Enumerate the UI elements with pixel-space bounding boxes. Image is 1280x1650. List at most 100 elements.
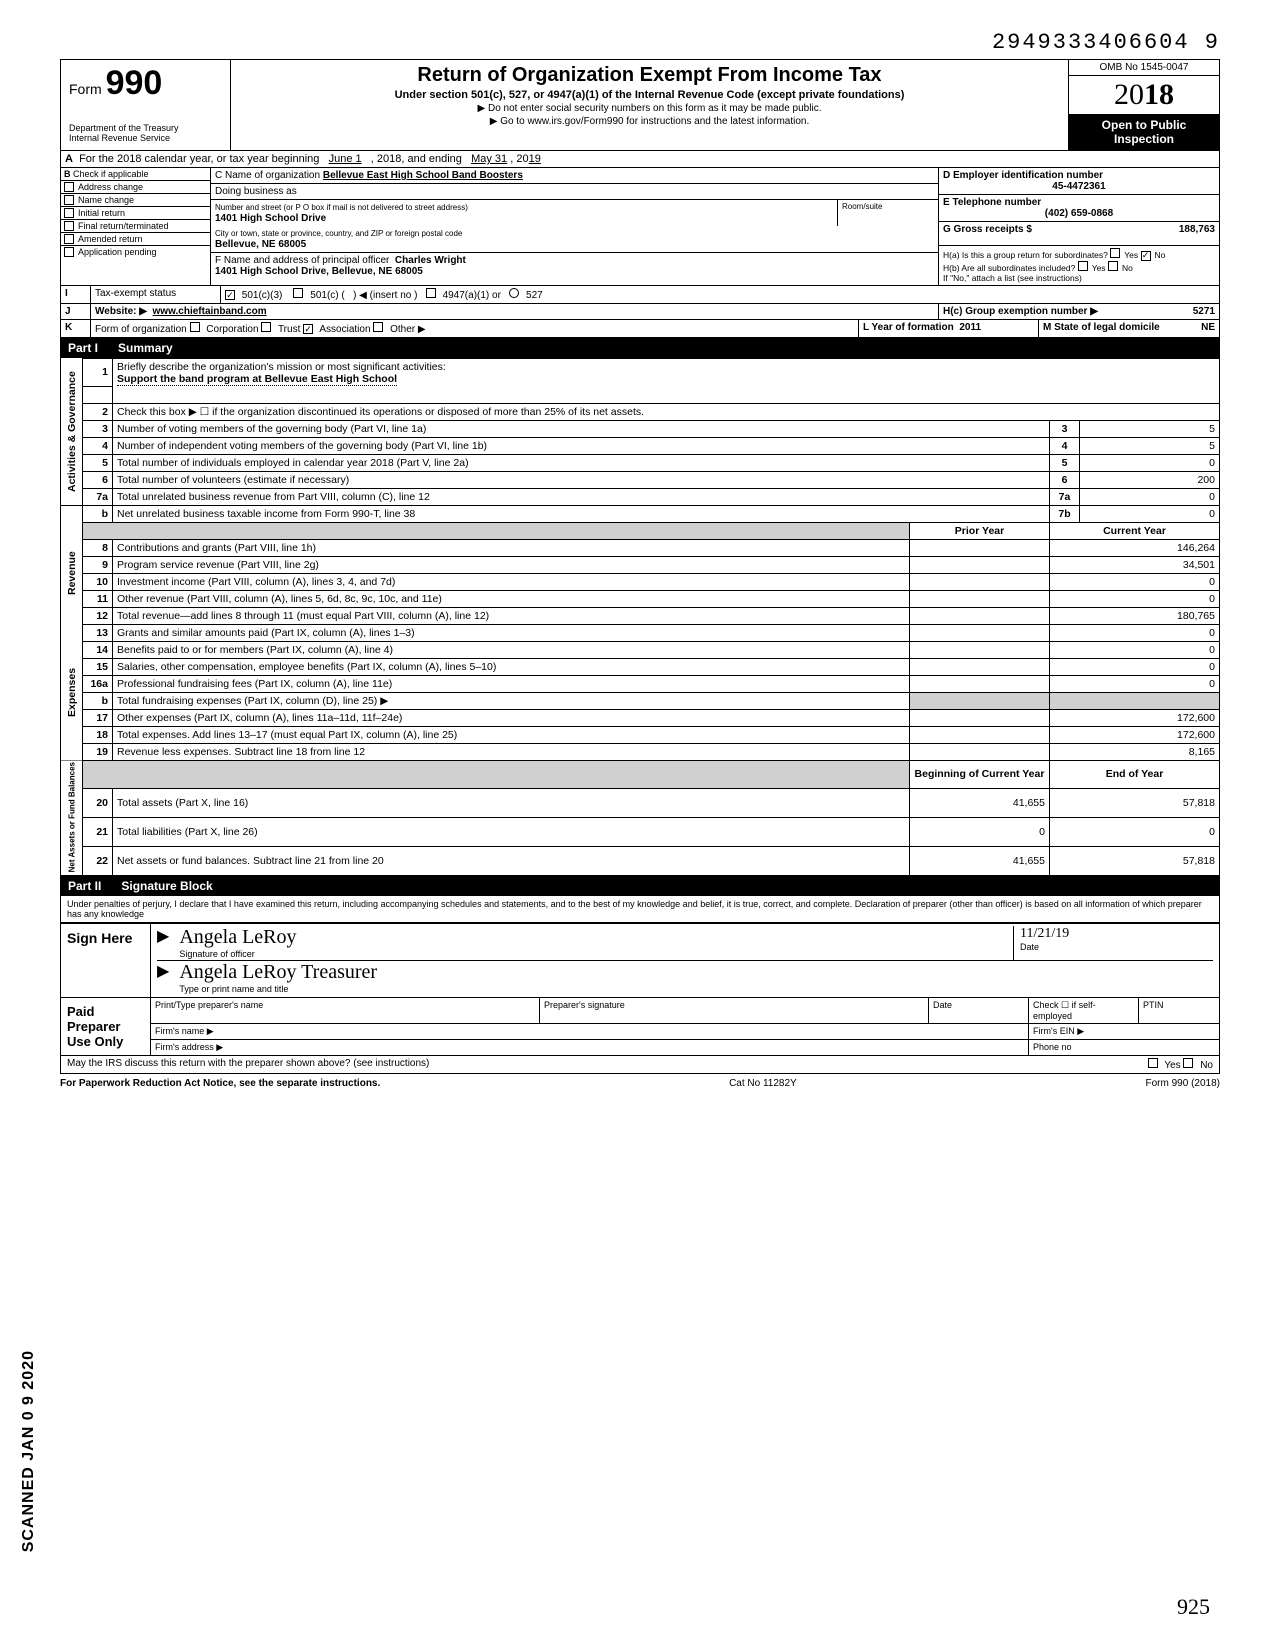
form-number: 990 [106, 64, 163, 102]
l2-n: 2 [83, 403, 113, 420]
phone: (402) 659-0868 [943, 208, 1215, 219]
chk-other[interactable] [373, 322, 383, 332]
l-val: 2011 [959, 322, 981, 333]
sign-block: Sign Here ▶ Angela LeRoy Signature of of… [60, 923, 1220, 1056]
l21-c: 0 [1050, 818, 1220, 847]
l2-t: Check this box ▶ ☐ if the organization d… [113, 403, 1220, 420]
document-number: 2949333406604 9 [60, 30, 1220, 55]
page-handwrite: 925 [1177, 1594, 1210, 1620]
chk-corp[interactable] [190, 322, 200, 332]
l18-p [910, 726, 1050, 743]
ha-no[interactable]: ✓ [1141, 251, 1151, 261]
l12-p [910, 607, 1050, 624]
l7a-v: 0 [1080, 488, 1220, 505]
opt-501c3: 501(c)(3) [242, 290, 283, 301]
l10-p [910, 573, 1050, 590]
l11-c: 0 [1050, 590, 1220, 607]
l9-n: 9 [83, 556, 113, 573]
part-2-header: Part II Signature Block [60, 876, 1220, 896]
chk-4947[interactable] [426, 288, 436, 298]
l10-t: Investment income (Part VIII, column (A)… [113, 573, 910, 590]
chk-501c3[interactable]: ✓ [225, 290, 235, 300]
year-outline: 20 [1114, 78, 1144, 111]
l7a-n: 7a [83, 488, 113, 505]
l15-c: 0 [1050, 658, 1220, 675]
note-url: ▶ Go to www.irs.gov/Form990 for instruct… [235, 116, 1064, 127]
ha-yes[interactable] [1110, 248, 1120, 258]
paid-addr: Firm's address ▶ [151, 1040, 1029, 1055]
i-label: I [65, 288, 68, 299]
l19-n: 19 [83, 743, 113, 760]
l17-p [910, 709, 1050, 726]
ha-yes-label: Yes [1124, 250, 1138, 260]
j-text: Website: ▶ [95, 306, 147, 317]
main-title: Return of Organization Exempt From Incom… [235, 64, 1064, 87]
l10-n: 10 [83, 573, 113, 590]
l9-c: 34,501 [1050, 556, 1220, 573]
l6-t: Total number of volunteers (estimate if … [113, 471, 1050, 488]
chk-501c[interactable] [293, 288, 303, 298]
paid-firm: Firm's name ▶ [151, 1024, 1029, 1039]
hb-yes[interactable] [1078, 261, 1088, 271]
l3-t: Number of voting members of the governin… [113, 420, 1050, 437]
l19-p [910, 743, 1050, 760]
l19-t: Revenue less expenses. Subtract line 18 … [113, 743, 910, 760]
l11-n: 11 [83, 590, 113, 607]
discuss-yes[interactable] [1148, 1058, 1158, 1068]
city: Bellevue, NE 68005 [215, 239, 306, 250]
l7b-v: 0 [1080, 505, 1220, 522]
k-label: K [65, 322, 72, 333]
chk-final[interactable] [64, 221, 74, 231]
l1-n: 1 [83, 358, 113, 387]
j-label: J [65, 306, 71, 317]
omb-number: OMB No 1545-0047 [1069, 60, 1219, 76]
l13-c: 0 [1050, 624, 1220, 641]
part2-title: Signature Block [121, 879, 212, 893]
l14-n: 14 [83, 641, 113, 658]
l14-c: 0 [1050, 641, 1220, 658]
hc-label: H(c) Group exemption number ▶ [943, 306, 1098, 317]
d-label: D Employer identification number [943, 170, 1103, 181]
l22-p: 41,655 [910, 847, 1050, 876]
chk-pending[interactable] [64, 247, 74, 257]
l16b-t: Total fundraising expenses (Part IX, col… [113, 692, 910, 709]
l8-c: 146,264 [1050, 539, 1220, 556]
discuss-no[interactable] [1183, 1058, 1193, 1068]
paid-ein: Firm's EIN ▶ [1029, 1024, 1219, 1039]
l17-n: 17 [83, 709, 113, 726]
chk-initial[interactable] [64, 208, 74, 218]
l7a-box: 7a [1050, 488, 1080, 505]
chk-527[interactable] [509, 288, 519, 298]
paid-label: Paid Preparer Use Only [61, 998, 151, 1055]
l18-t: Total expenses. Add lines 13–17 (must eq… [113, 726, 910, 743]
section-b: B Check if applicable Address change Nam… [60, 168, 1220, 286]
l20-c: 57,818 [1050, 789, 1220, 818]
chk-amended[interactable] [64, 234, 74, 244]
line-i: I Tax-exempt status ✓ 501(c)(3) 501(c) (… [60, 286, 1220, 304]
l11-p [910, 590, 1050, 607]
l21-t: Total liabilities (Part X, line 26) [113, 818, 910, 847]
side-activities: Activities & Governance [61, 358, 83, 505]
l16a-t: Professional fundraising fees (Part IX, … [113, 675, 910, 692]
chk-name[interactable] [64, 195, 74, 205]
l20-t: Total assets (Part X, line 16) [113, 789, 910, 818]
l9-t: Program service revenue (Part VIII, line… [113, 556, 910, 573]
opt-assoc: Association [319, 324, 370, 335]
chk-assoc[interactable]: ✓ [303, 324, 313, 334]
l5-v: 0 [1080, 454, 1220, 471]
paid-c5: PTIN [1139, 998, 1219, 1023]
line-a: A For the 2018 calendar year, or tax yea… [60, 151, 1220, 168]
opt-4947: 4947(a)(1) or [443, 290, 501, 301]
hb-no[interactable] [1108, 261, 1118, 271]
l8-t: Contributions and grants (Part VIII, lin… [113, 539, 910, 556]
footer-mid: Cat No 11282Y [729, 1078, 797, 1089]
l8-n: 8 [83, 539, 113, 556]
chk-address[interactable] [64, 182, 74, 192]
l7b-t: Net unrelated business taxable income fr… [113, 505, 1050, 522]
chk-trust[interactable] [261, 322, 271, 332]
paid-c2: Preparer's signature [540, 998, 929, 1023]
paid-c4: Check ☐ if self-employed [1029, 998, 1139, 1023]
chk-final-label: Final return/terminated [78, 221, 169, 231]
chk-initial-label: Initial return [78, 208, 125, 218]
l18-n: 18 [83, 726, 113, 743]
